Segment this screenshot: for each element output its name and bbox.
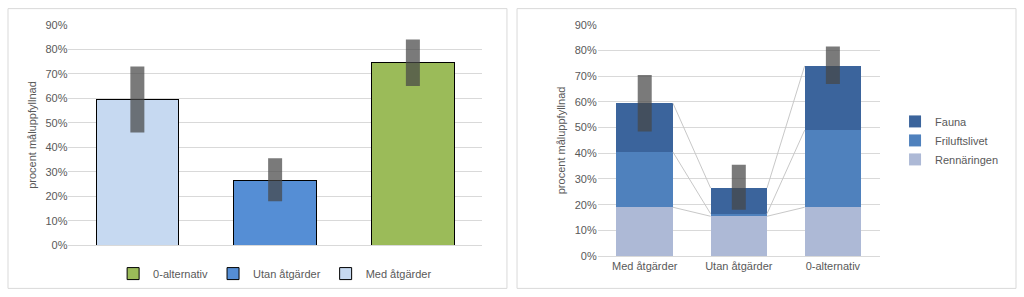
svg-text:0-alternativ: 0-alternativ	[153, 268, 208, 280]
svg-text:30%: 30%	[575, 173, 597, 185]
svg-text:10%: 10%	[45, 215, 67, 227]
svg-text:0%: 0%	[581, 250, 597, 262]
svg-text:0-alternativ: 0-alternativ	[806, 260, 861, 272]
svg-text:90%: 90%	[45, 19, 67, 31]
svg-text:40%: 40%	[575, 147, 597, 159]
svg-text:80%: 80%	[45, 43, 67, 55]
svg-text:20%: 20%	[575, 199, 597, 211]
svg-text:Rennäringen: Rennäringen	[935, 154, 998, 166]
svg-text:70%: 70%	[45, 68, 67, 80]
svg-text:20%: 20%	[45, 190, 67, 202]
svg-text:procent måluppfyllnad: procent måluppfyllnad	[555, 87, 567, 195]
svg-text:Friluftslivet: Friluftslivet	[935, 135, 988, 147]
svg-text:50%: 50%	[45, 117, 67, 129]
svg-text:Med åtgärder: Med åtgärder	[612, 260, 678, 272]
svg-text:Fauna: Fauna	[935, 116, 967, 128]
svg-text:80%: 80%	[575, 44, 597, 56]
svg-text:10%: 10%	[575, 224, 597, 236]
svg-text:50%: 50%	[575, 121, 597, 133]
svg-text:Med åtgärder: Med åtgärder	[366, 268, 432, 280]
svg-text:Utan åtgärder: Utan åtgärder	[253, 268, 321, 280]
svg-text:60%: 60%	[575, 96, 597, 108]
svg-text:90%: 90%	[575, 19, 597, 31]
svg-text:Utan åtgärder: Utan åtgärder	[705, 260, 773, 272]
svg-text:0%: 0%	[52, 239, 68, 251]
svg-text:60%: 60%	[45, 92, 67, 104]
svg-text:40%: 40%	[45, 141, 67, 153]
svg-text:70%: 70%	[575, 70, 597, 82]
svg-text:procent måluppfyllnad: procent måluppfyllnad	[26, 81, 38, 189]
svg-text:30%: 30%	[45, 166, 67, 178]
